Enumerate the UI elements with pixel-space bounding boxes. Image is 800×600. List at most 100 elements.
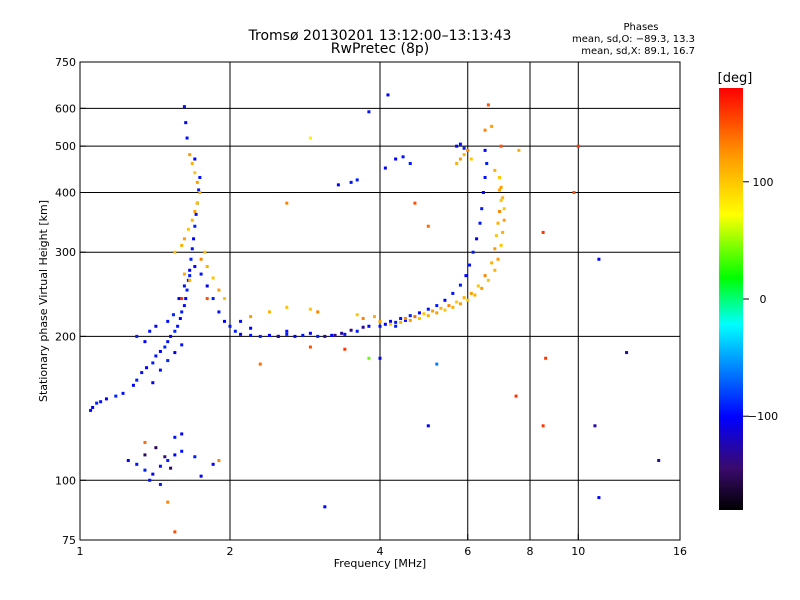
data-point: [199, 272, 203, 276]
data-point: [276, 334, 280, 338]
data-point: [308, 345, 312, 349]
data-point: [163, 345, 167, 349]
data-point: [182, 284, 186, 288]
data-point: [173, 530, 177, 534]
data-point: [361, 325, 365, 329]
data-point: [180, 243, 184, 247]
data-point: [336, 183, 340, 187]
chart-subtitle: RwPretec (8p): [331, 41, 429, 57]
data-point: [143, 468, 147, 472]
data-point: [166, 458, 170, 462]
data-point: [192, 237, 196, 241]
data-point: [184, 121, 188, 125]
data-point: [223, 297, 227, 301]
data-point: [443, 298, 447, 302]
data-point: [399, 316, 403, 320]
data-point: [499, 185, 503, 189]
data-point: [99, 400, 103, 404]
data-point: [182, 105, 186, 109]
data-point: [114, 394, 118, 398]
x-tick-label: 6: [464, 545, 471, 558]
data-point: [451, 291, 455, 295]
data-point: [417, 316, 421, 320]
data-point: [91, 405, 95, 409]
data-point: [169, 334, 173, 338]
data-point: [403, 318, 407, 322]
data-point: [267, 310, 271, 314]
data-point: [180, 343, 184, 347]
data-point: [455, 300, 459, 304]
data-point: [293, 334, 297, 338]
data-point: [131, 383, 135, 387]
data-point: [426, 424, 430, 428]
colorbar-label: [deg]: [718, 71, 753, 86]
data-point: [166, 359, 170, 363]
x-axis-label: Frequency [MHz]: [334, 557, 426, 570]
phases-heading: Phases: [623, 22, 658, 33]
data-point: [180, 449, 184, 453]
data-point: [514, 394, 518, 398]
data-point: [169, 466, 173, 470]
data-point: [258, 362, 262, 366]
data-point: [462, 296, 466, 300]
data-point: [496, 257, 500, 261]
data-point: [473, 293, 477, 297]
y-tick-label: 600: [55, 102, 76, 115]
data-point: [249, 326, 253, 330]
data-point: [316, 334, 320, 338]
data-point: [180, 310, 184, 314]
data-point: [483, 274, 487, 278]
data-point: [249, 315, 253, 319]
data-point: [188, 274, 192, 278]
data-point: [258, 334, 262, 338]
data-point: [349, 328, 353, 332]
data-point: [140, 371, 144, 375]
data-point: [378, 324, 382, 328]
data-point: [403, 316, 407, 320]
data-point: [126, 458, 130, 462]
data-point: [158, 482, 162, 486]
data-point: [158, 368, 162, 372]
data-point: [490, 261, 494, 265]
data-point: [185, 136, 189, 140]
data-point: [173, 351, 177, 355]
data-point: [340, 331, 344, 335]
data-point: [89, 408, 93, 412]
data-point: [195, 201, 199, 205]
data-point: [193, 157, 197, 161]
data-point: [182, 304, 186, 308]
data-point: [171, 313, 175, 317]
grid-lines: [80, 62, 680, 540]
data-point: [182, 272, 186, 276]
data-point: [413, 315, 417, 319]
data-point: [493, 268, 497, 272]
data-point: [394, 157, 398, 161]
data-point: [104, 397, 108, 401]
data-point: [367, 324, 371, 328]
data-point: [597, 257, 601, 261]
data-point: [483, 175, 487, 179]
data-point: [478, 221, 482, 225]
data-point: [184, 297, 188, 301]
data-point: [323, 334, 327, 338]
data-point: [211, 297, 215, 301]
data-point: [426, 314, 430, 318]
data-point: [166, 500, 170, 504]
data-point: [501, 196, 505, 200]
data-point: [498, 210, 502, 214]
y-tick-label: 200: [55, 330, 76, 343]
data-point: [308, 331, 312, 335]
y-axis-label: Stationary phase Virtual Height [km]: [37, 200, 50, 402]
data-point: [217, 288, 221, 292]
data-point: [188, 153, 192, 157]
data-point: [517, 148, 521, 152]
data-point: [355, 329, 359, 333]
data-point: [158, 464, 162, 468]
data-point: [188, 278, 192, 282]
data-point: [576, 144, 580, 148]
y-tick-label: 500: [55, 140, 76, 153]
x-tick-label: 10: [571, 545, 585, 558]
data-point: [493, 247, 497, 251]
data-point: [148, 329, 152, 333]
data-point: [182, 237, 186, 241]
